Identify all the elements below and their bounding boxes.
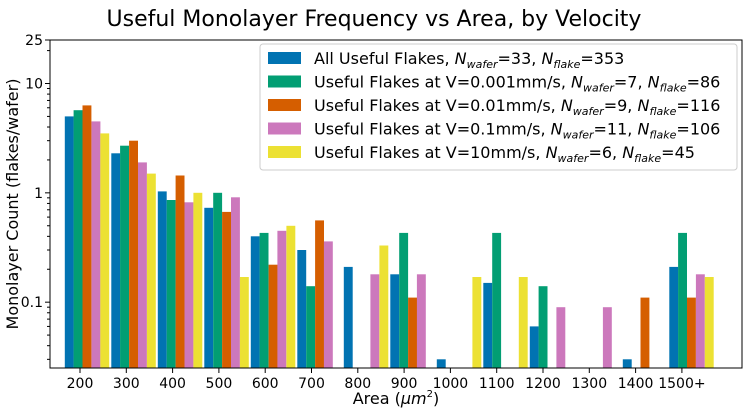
bar-5-400 [193, 192, 203, 368]
x-tick-label: 1100 [479, 376, 515, 392]
x-tick-label: 1500+ [658, 376, 705, 392]
bar-1-1100 [483, 282, 493, 368]
bar-4-1200 [556, 307, 566, 368]
bar-1-400 [157, 191, 167, 368]
bar-2-900 [399, 232, 409, 368]
bar-3-200 [82, 105, 92, 369]
bar-4-200 [91, 121, 101, 369]
bar-4-400 [184, 202, 194, 368]
legend-swatch [268, 99, 301, 111]
bar-1-200 [64, 116, 74, 369]
bar-5-800 [379, 245, 389, 368]
bar-4-1500+ [695, 274, 705, 368]
bar-5-1000 [472, 277, 482, 368]
legend-label: Useful Flakes at V=10mm/s, Nwafer=6, Nfl… [314, 143, 695, 165]
bar-5-600 [286, 225, 296, 368]
bar-3-1400 [640, 297, 650, 368]
bar-4-300 [138, 162, 147, 368]
y-tick-label: 25 [25, 33, 43, 49]
bar-2-300 [120, 145, 129, 368]
bar-5-300 [146, 173, 156, 368]
legend-frame [259, 43, 738, 171]
bar-3-300 [129, 140, 138, 368]
bar-2-500 [213, 192, 223, 368]
bar-1-1500+ [669, 266, 679, 368]
legend-swatch [268, 52, 301, 64]
bar-3-900 [408, 297, 417, 368]
x-tick-label: 200 [67, 376, 94, 392]
x-axis-label: Area (μm2) [353, 389, 440, 408]
plot-frame [49, 39, 743, 369]
bar-1-300 [111, 153, 121, 368]
bar-2-200 [73, 110, 83, 368]
y-tick-label: 0.1 [21, 295, 43, 311]
legend-label: Useful Flakes at V=0.1mm/s, Nwafer=11, N… [314, 120, 720, 142]
bar-3-700 [315, 220, 324, 368]
x-tick-label: 500 [206, 376, 233, 392]
x-tick-label: 1200 [525, 376, 561, 392]
x-axis: 200 300 400 500 600 700 800 900 1000 1100 1200 1300… [67, 368, 706, 392]
y-axis-label: Monolayer Count (flakes/wafer) [3, 79, 22, 330]
x-axis-label-sup: 2 [427, 389, 433, 400]
legend-label: All Useful Flakes, Nwafer=33, Nflake=353 [314, 49, 624, 71]
legend-swatch [268, 146, 301, 158]
bar-1-900 [390, 274, 400, 368]
bar-4-800 [370, 274, 380, 368]
bar-1-500 [204, 207, 214, 368]
bar-5-500 [239, 277, 249, 368]
bar-5-1100 [518, 277, 528, 368]
y-tick-label: 10 [25, 77, 43, 93]
x-tick-label: 300 [113, 376, 140, 392]
x-tick-label: 1000 [433, 376, 469, 392]
x-tick-label: 900 [391, 376, 418, 392]
x-tick-label: 1300 [571, 376, 607, 392]
bar-2-400 [166, 200, 176, 368]
bar-4-1300 [602, 307, 612, 368]
legend-swatch [268, 122, 301, 135]
x-tick-label: 600 [252, 376, 279, 392]
x-axis-label-close: ) [433, 389, 439, 408]
legend: All Useful Flakes, Nwafer=33, Nflake=353… [259, 43, 738, 171]
bars-layer [64, 105, 714, 369]
bar-3-400 [175, 175, 185, 368]
bar-1-1400 [622, 359, 632, 368]
bar-4-900 [416, 274, 426, 368]
bar-2-700 [306, 286, 316, 368]
bar-2-1100 [492, 232, 502, 368]
legend-swatch [268, 75, 301, 88]
x-tick-label: 1400 [618, 376, 654, 392]
bar-5-1500+ [704, 277, 714, 368]
y-tick-label: 1 [34, 186, 43, 202]
bar-1-700 [297, 250, 307, 368]
bar-1-600 [250, 236, 260, 368]
x-tick-label: 700 [298, 376, 325, 392]
legend-label: Useful Flakes at V=0.01mm/s, Nwafer=9, N… [314, 96, 720, 118]
bar-2-1200 [538, 286, 548, 368]
bar-4-700 [323, 241, 333, 368]
bar-2-1500+ [678, 232, 687, 368]
x-axis-label-unit: μm [400, 389, 427, 408]
chart-title: Useful Monolayer Frequency vs Area, by V… [107, 7, 642, 32]
bar-1-1000 [436, 359, 446, 368]
bar-1-800 [343, 266, 353, 368]
bar-4-600 [277, 230, 287, 368]
legend-label: Useful Flakes at V=0.001mm/s, Nwafer=7, … [314, 73, 720, 95]
y-axis: 25 10 1 0.1 [21, 33, 50, 360]
x-tick-label: 800 [344, 376, 371, 392]
bar-2-600 [259, 232, 269, 368]
bar-3-1500+ [687, 297, 696, 368]
bar-1-1200 [529, 326, 539, 368]
bar-3-500 [222, 211, 231, 368]
x-tick-label: 400 [159, 376, 186, 392]
bar-5-200 [100, 133, 110, 368]
x-axis-label-main: Area ( [353, 389, 401, 408]
bar-3-600 [268, 264, 278, 368]
bar-4-500 [231, 197, 240, 368]
